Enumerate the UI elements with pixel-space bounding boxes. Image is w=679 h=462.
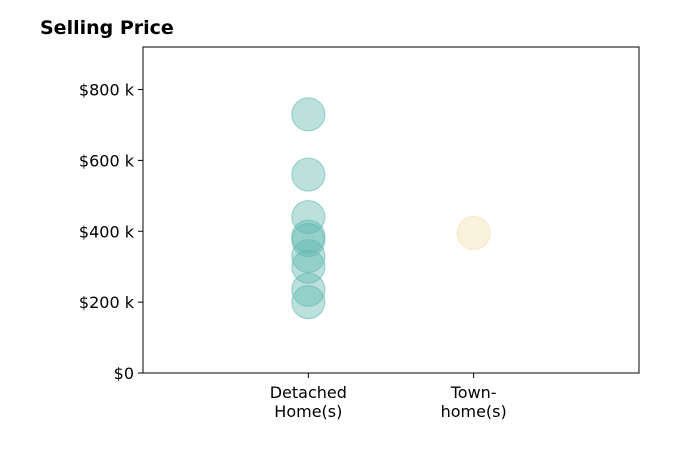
x-axis: Detached Home(s) Town-home(s)	[270, 373, 507, 421]
y-tick-label: $800 k	[79, 81, 135, 100]
data-point	[291, 272, 326, 307]
y-tick-label: $200 k	[79, 293, 135, 312]
data-point	[456, 215, 491, 251]
chart-title: Selling Price	[40, 17, 174, 39]
y-axis: $0 $200 k $400 k $600 k $800 k	[79, 81, 143, 383]
x-tick-label-line: Town-	[450, 383, 497, 402]
x-tick-label-line: home(s)	[441, 402, 507, 421]
x-tick-label: Detached Home(s)	[270, 383, 347, 421]
data-point	[291, 285, 326, 320]
data-point	[291, 238, 326, 274]
y-tick-label: $400 k	[79, 222, 135, 241]
x-tick-label-line: Detached	[270, 383, 347, 402]
data-point	[291, 157, 326, 192]
plot-area-frame	[142, 46, 640, 374]
data-point	[291, 97, 326, 132]
y-tick-label: $600 k	[79, 151, 135, 170]
data-points	[291, 97, 491, 320]
x-tick-label-line: Home(s)	[274, 402, 342, 421]
y-tick-label: $0	[114, 364, 134, 383]
x-tick-label: Town-home(s)	[441, 383, 507, 421]
